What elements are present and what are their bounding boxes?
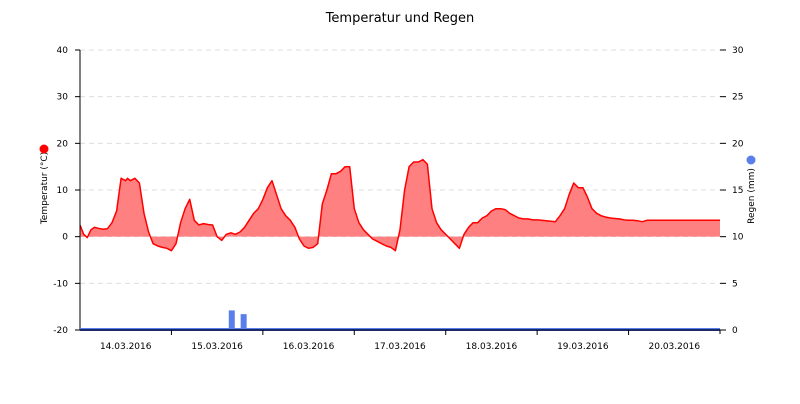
rain-axis-label: Regen (mm) [747, 168, 757, 224]
x-tick-label: 20.03.2016 [649, 342, 701, 352]
gridlines [80, 49, 720, 284]
y-left-tick-label: 0 [62, 233, 68, 243]
y-axis-right-ticks: 30 25 20 15 10 5 0 [719, 46, 744, 336]
x-tick-label: 14.03.2016 [100, 342, 152, 352]
y-left-tick-label: 30 [57, 93, 69, 103]
y-right-tick-label: 25 [732, 93, 743, 103]
x-tick-label: 15.03.2016 [191, 342, 243, 352]
y-right-tick-label: 30 [732, 46, 744, 56]
y-right-tick-label: 5 [732, 279, 738, 289]
y-right-tick-label: 15 [732, 186, 743, 196]
y-axis-left-title: Temperatur (°C) [40, 152, 50, 225]
y-right-tick-label: 0 [732, 326, 738, 336]
y-right-tick-label: 10 [732, 233, 744, 243]
y-right-tick-label: 20 [732, 139, 744, 149]
x-tick-label: 18.03.2016 [466, 342, 518, 352]
y-left-tick-label: 10 [57, 186, 69, 196]
rain-series [228, 310, 247, 330]
y-left-tick-label: 40 [57, 46, 69, 56]
temperature-line [79, 158, 720, 252]
y-axis-right-title: Regen (mm) [747, 168, 757, 224]
y-left-tick-label: -20 [53, 326, 68, 336]
y-axis-left-ticks: 40 30 20 10 0 -10 -20 [53, 46, 80, 336]
temperature-axis-label: Temperatur (°C) [40, 152, 50, 225]
temperature-area-fill [80, 159, 720, 251]
chart-title: Temperatur und Regen [325, 11, 475, 26]
x-tick-label: 17.03.2016 [374, 342, 426, 352]
y-left-tick-label: 20 [57, 139, 69, 149]
rain-bar [240, 314, 247, 330]
y-left-tick-label: -10 [53, 279, 68, 289]
temperature-series [79, 158, 720, 252]
temperature-legend-dot-icon [39, 144, 49, 154]
x-tick-label: 16.03.2016 [283, 342, 335, 352]
rain-bar [228, 310, 235, 330]
rain-legend-dot-icon [746, 155, 756, 165]
x-tick-label: 19.03.2016 [557, 342, 609, 352]
x-axis-ticks: 14.03.2016 15.03.2016 16.03.2016 17.03.2016… [100, 330, 700, 352]
